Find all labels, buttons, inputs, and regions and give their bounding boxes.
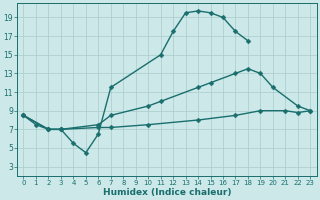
X-axis label: Humidex (Indice chaleur): Humidex (Indice chaleur) — [103, 188, 231, 197]
